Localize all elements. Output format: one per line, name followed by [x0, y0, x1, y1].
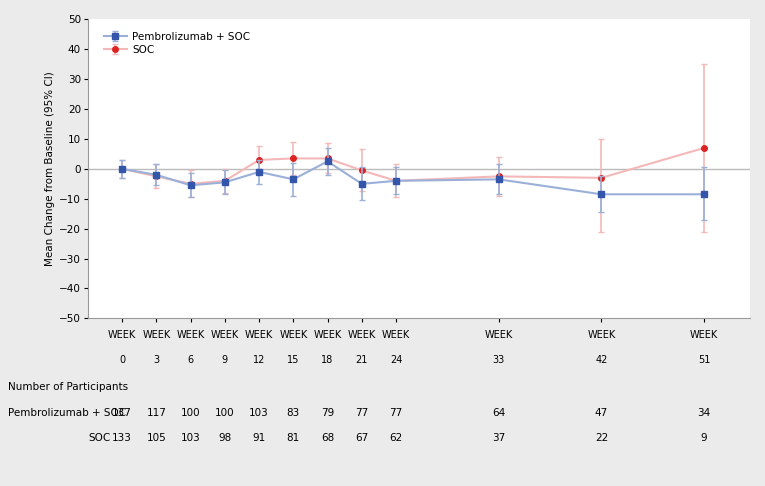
Text: 33: 33: [493, 355, 505, 365]
Text: 42: 42: [595, 355, 607, 365]
Text: 103: 103: [181, 433, 200, 443]
Text: 47: 47: [594, 408, 608, 418]
Text: 6: 6: [187, 355, 194, 365]
Text: 62: 62: [389, 433, 402, 443]
Text: 117: 117: [146, 408, 166, 418]
Text: WEEK: WEEK: [588, 330, 616, 341]
Text: WEEK: WEEK: [279, 330, 308, 341]
Text: 91: 91: [252, 433, 265, 443]
Text: 77: 77: [389, 408, 402, 418]
Text: WEEK: WEEK: [108, 330, 136, 341]
Text: WEEK: WEEK: [347, 330, 376, 341]
Text: 34: 34: [698, 408, 711, 418]
Text: 9: 9: [222, 355, 228, 365]
Text: WEEK: WEEK: [177, 330, 205, 341]
Text: 21: 21: [356, 355, 368, 365]
Text: 64: 64: [492, 408, 506, 418]
Text: WEEK: WEEK: [314, 330, 342, 341]
Text: 133: 133: [112, 433, 132, 443]
Text: 51: 51: [698, 355, 710, 365]
Legend: Pembrolizumab + SOC, SOC: Pembrolizumab + SOC, SOC: [99, 28, 255, 59]
Text: SOC: SOC: [88, 433, 110, 443]
Text: 12: 12: [253, 355, 265, 365]
Text: 18: 18: [321, 355, 334, 365]
Text: 3: 3: [153, 355, 159, 365]
Text: 15: 15: [287, 355, 300, 365]
Text: WEEK: WEEK: [484, 330, 513, 341]
Text: 24: 24: [390, 355, 402, 365]
Text: WEEK: WEEK: [690, 330, 718, 341]
Text: 22: 22: [594, 433, 608, 443]
Text: 103: 103: [249, 408, 269, 418]
Text: 100: 100: [215, 408, 235, 418]
Text: 105: 105: [147, 433, 166, 443]
Text: 37: 37: [492, 433, 506, 443]
Text: 98: 98: [218, 433, 232, 443]
Text: WEEK: WEEK: [382, 330, 410, 341]
Text: Number of Participants: Number of Participants: [8, 382, 128, 392]
Text: 9: 9: [701, 433, 708, 443]
Text: Pembrolizumab + SOC: Pembrolizumab + SOC: [8, 408, 125, 418]
Y-axis label: Mean Change from Baseline (95% CI): Mean Change from Baseline (95% CI): [45, 71, 55, 266]
Text: 68: 68: [321, 433, 334, 443]
Text: 67: 67: [355, 433, 369, 443]
Text: 81: 81: [287, 433, 300, 443]
Text: 0: 0: [119, 355, 125, 365]
Text: WEEK: WEEK: [245, 330, 273, 341]
Text: 83: 83: [287, 408, 300, 418]
Text: 137: 137: [112, 408, 132, 418]
Text: WEEK: WEEK: [211, 330, 239, 341]
Text: 100: 100: [181, 408, 200, 418]
Text: 77: 77: [355, 408, 369, 418]
Text: WEEK: WEEK: [142, 330, 171, 341]
Text: 79: 79: [321, 408, 334, 418]
